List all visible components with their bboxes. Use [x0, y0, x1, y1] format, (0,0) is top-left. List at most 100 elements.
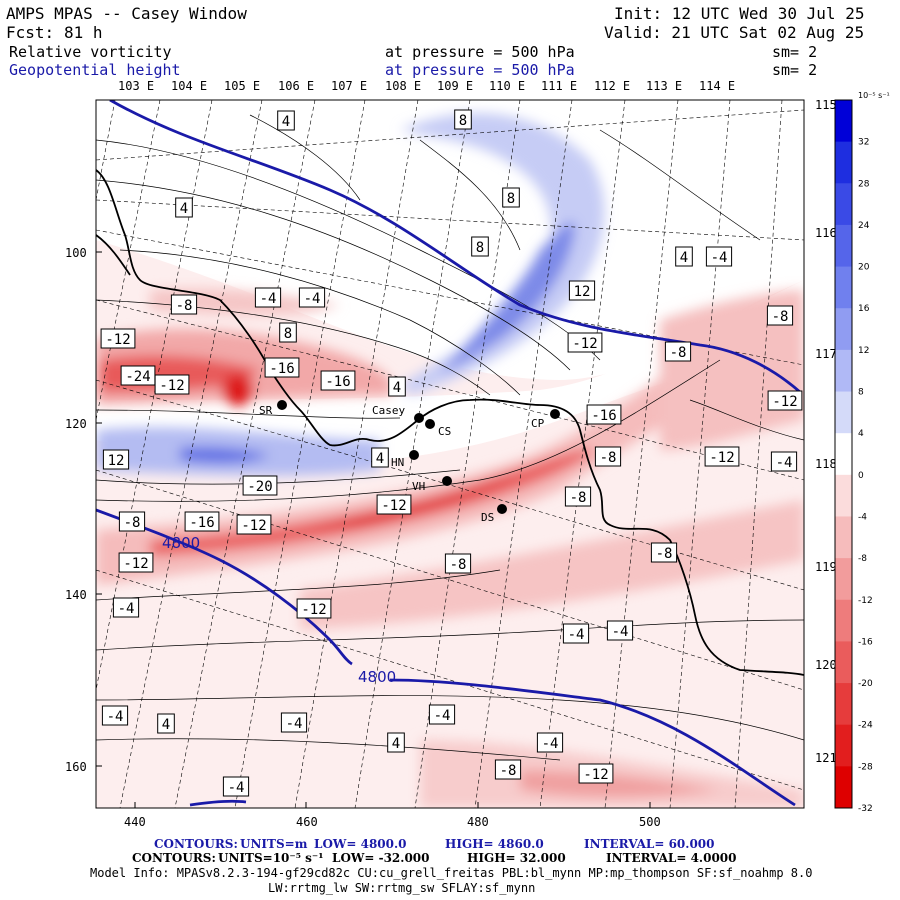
colorbar-label: 32	[858, 138, 869, 148]
colorbar-swatch	[835, 391, 852, 434]
contour-label-text: 4	[376, 451, 384, 467]
station-marker-ds	[497, 504, 507, 514]
contour-label-text: -12	[583, 767, 608, 783]
map-title: AMPS MPAS -- Casey Window	[6, 4, 247, 23]
lon-label-top: 114 E	[699, 79, 735, 93]
y-axis	[96, 251, 102, 767]
y-tick-label: 160	[65, 760, 87, 774]
shaded-field	[96, 100, 804, 808]
contour-label-text: 4	[180, 201, 188, 217]
contour-label: -8	[594, 446, 622, 467]
colorbar-label: -16	[858, 637, 873, 647]
stations: SR Casey CS HN VH DS CP	[259, 400, 560, 524]
contour-label-text: 4	[392, 736, 400, 752]
x-axis	[134, 802, 651, 808]
colorbar-swatch	[835, 724, 852, 767]
contour-label-text: -12	[241, 518, 266, 534]
colorbar-swatch	[835, 558, 852, 601]
contour-label-text: -8	[500, 763, 517, 779]
valid-time: Valid: 21 UTC Sat 02 Aug 25	[604, 23, 865, 42]
contour-label: -8	[170, 294, 198, 315]
contour-label: -8	[564, 486, 592, 507]
colorbar-swatch	[835, 349, 852, 393]
contour-label: -12	[767, 390, 803, 411]
station-marker-hn	[409, 450, 419, 460]
contour-label: -4	[112, 597, 140, 618]
contour-label: -24	[120, 365, 156, 386]
colorbar-label: 24	[858, 221, 870, 231]
field1-name: Relative vorticity	[9, 43, 172, 61]
footer-contours1-low: LOW= 4800.0	[314, 837, 407, 851]
colorbar-swatch	[835, 224, 852, 268]
lon-label-top: 108 E	[385, 79, 421, 93]
lon-label-top: 113 E	[646, 79, 682, 93]
footer-model-info: Model Info: MPASv8.2.3-194-gf29cd82c CU:…	[90, 866, 813, 880]
contour-label: 12	[568, 280, 596, 301]
contour-label-text: -8	[670, 345, 687, 361]
contour-label: -16	[320, 370, 356, 391]
fcst-value: 81 h	[64, 23, 103, 42]
contour-label: 4	[277, 110, 295, 131]
station-label-casey: Casey	[372, 404, 405, 417]
station-label-vh: VH	[412, 480, 425, 493]
colorbar-label: -20	[858, 679, 873, 689]
contour-label: -4	[280, 712, 308, 733]
contour-label: -4	[254, 287, 282, 308]
colorbar: 32 28 24 20 16 12 8 4 0 -4 -8 -12 -16 -20 -24 -28 -32	[834, 99, 873, 814]
lon-label-top: 105 E	[224, 79, 260, 93]
lon-label-top: 103 E	[118, 79, 154, 93]
contour-label: 4	[388, 376, 406, 397]
contour-label-text: -16	[325, 374, 350, 390]
colorbar-label: -24	[858, 721, 873, 731]
contour-label: -4	[222, 776, 250, 797]
colorbar-swatch	[835, 599, 852, 642]
station-marker-vh	[442, 476, 452, 486]
contour-label-text: -16	[269, 361, 294, 377]
height-label: 4800	[358, 668, 396, 686]
contour-label: -4	[606, 620, 634, 641]
contour-label-text: -12	[159, 378, 184, 394]
contour-label: -12	[578, 763, 614, 784]
contour-label: -8	[664, 341, 692, 362]
field2-smooth: sm= 2	[772, 61, 818, 79]
colorbar-label: -8	[858, 554, 867, 564]
colorbar-swatch	[835, 308, 852, 351]
contour-label-text: 4	[393, 380, 401, 396]
contour-label: 8	[279, 322, 297, 343]
station-label-sr: SR	[259, 404, 273, 417]
contour-label: -8	[444, 553, 472, 574]
contour-label-text: -4	[568, 627, 585, 643]
contour-label: -4	[101, 705, 129, 726]
contour-label-text: -4	[228, 780, 245, 796]
height-contours	[96, 100, 801, 807]
contour-label-text: -4	[711, 250, 728, 266]
contour-label-text: -8	[176, 298, 193, 314]
colorbar-swatch	[835, 474, 852, 517]
lon-label-top: 109 E	[437, 79, 473, 93]
lon-label-top: 107 E	[331, 79, 367, 93]
contour-label-text: -12	[381, 498, 406, 514]
field2-name: Geopotential height	[9, 61, 181, 79]
colorbar-label: -28	[858, 762, 873, 772]
y-tick-label: 140	[65, 588, 87, 602]
contour-label-text: -8	[772, 309, 789, 325]
fcst-label: Fcst:	[6, 23, 55, 42]
contour-label-text: 12	[108, 453, 125, 469]
station-label-hn: HN	[391, 456, 404, 469]
lon-label-top: 111 E	[541, 79, 577, 93]
colorbar-swatch	[835, 766, 852, 809]
lon-labels-top: 103 E 104 E 105 E 106 E 107 E 108 E 109 E 110 E…	[118, 79, 735, 93]
contour-label-text: -12	[772, 394, 797, 410]
contour-label: -12	[296, 598, 332, 619]
contour-label-text: -4	[118, 601, 135, 617]
footer-contours2-units: UNITS=10⁻⁵ s⁻¹	[218, 851, 324, 865]
contour-label-text: -16	[591, 408, 616, 424]
contour-label: 12	[102, 449, 130, 470]
contour-label-text: -12	[123, 556, 148, 572]
contour-label-text: -24	[125, 369, 150, 385]
contour-label: -12	[704, 446, 740, 467]
colorbar-label: -32	[858, 804, 873, 814]
y-tick-label: 100	[65, 246, 87, 260]
contour-label-text: -4	[434, 708, 451, 724]
